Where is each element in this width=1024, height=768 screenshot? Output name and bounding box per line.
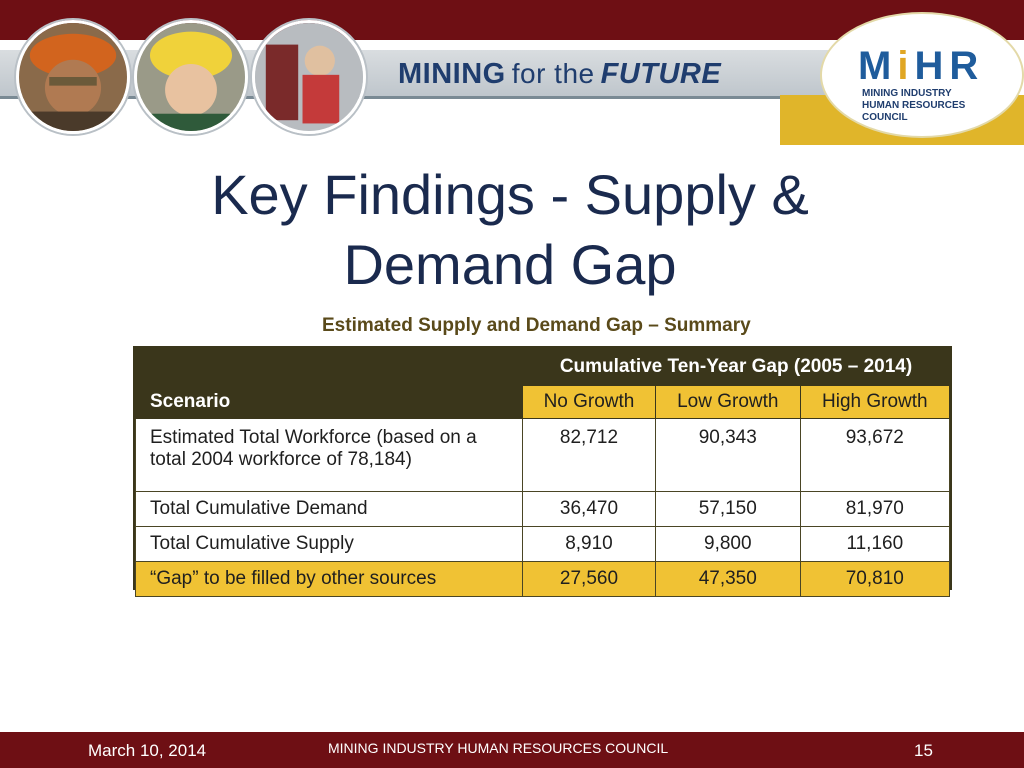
table-caption: Estimated Supply and Demand Gap – Summar… <box>322 315 751 336</box>
miner-photo-3-image <box>255 23 363 131</box>
column-header-low-growth: Low Growth <box>654 385 801 419</box>
row-label: “Gap” to be filled by other sources <box>135 561 523 597</box>
cell-value: 70,810 <box>799 561 951 597</box>
cell-value: 47,350 <box>654 561 801 597</box>
row-label: Total Cumulative Demand <box>135 491 523 527</box>
row-label: Estimated Total Workforce (based on a to… <box>135 418 523 492</box>
table-header-row-1: Cumulative Ten-Year Gap (2005 – 2014) <box>135 348 950 386</box>
tagline-part1: MINING <box>398 57 506 90</box>
cell-value: 90,343 <box>654 418 801 492</box>
table-row: Total Cumulative Supply 8,910 9,800 11,1… <box>135 526 951 562</box>
group-header: Cumulative Ten-Year Gap (2005 – 2014) <box>522 348 950 386</box>
cell-value: 27,560 <box>522 561 656 597</box>
slide-title-line1: Key Findings - Supply & <box>211 163 809 226</box>
footer-organization: MINING INDUSTRY HUMAN RESOURCES COUNCIL <box>328 740 669 756</box>
tagline-part2: for the <box>511 58 595 89</box>
logo-subtitle: Mining Industry Human Resources Council <box>862 88 1012 124</box>
table-header-row-2: Scenario No Growth Low Growth High Growt… <box>135 385 951 419</box>
tagline-part3: FUTURE <box>600 57 722 90</box>
table-row-gap: “Gap” to be filled by other sources 27,5… <box>135 561 951 597</box>
page-number: 15 <box>914 741 933 760</box>
footer-date: March 10, 2014 <box>88 741 207 760</box>
cell-value: 36,470 <box>522 491 656 527</box>
cell-value: 81,970 <box>799 491 951 527</box>
miner-photo-1-image <box>19 23 127 131</box>
row-label: Total Cumulative Supply <box>135 526 523 562</box>
miner-photo-1 <box>16 20 130 134</box>
miner-photo-3 <box>252 20 366 134</box>
slide-title-line2: Demand Gap <box>343 233 677 296</box>
cell-value: 82,712 <box>522 418 656 492</box>
header-empty-cell <box>135 348 523 386</box>
miner-photo-2-image <box>137 23 245 131</box>
cell-value: 93,672 <box>799 418 951 492</box>
logo-subtitle-line1: Mining Industry <box>862 88 952 99</box>
logo-letter-m: M <box>858 44 898 88</box>
tagline: MINING for the FUTURE <box>398 55 721 93</box>
miner-photo-2 <box>134 20 248 134</box>
cell-value: 8,910 <box>522 526 656 562</box>
cell-value: 9,800 <box>654 526 801 562</box>
footer-bar <box>0 732 1024 768</box>
column-header-no-growth: No Growth <box>522 385 656 419</box>
slide-title: Key Findings - Supply & Demand Gap <box>120 160 900 300</box>
logo-subtitle-line2: Human Resources Council <box>862 100 966 123</box>
mihr-logo <box>820 12 1024 138</box>
table-row: Estimated Total Workforce (based on a to… <box>135 418 951 492</box>
logo-letters-hr: HR <box>914 44 985 88</box>
table-row: Total Cumulative Demand 36,470 57,150 81… <box>135 491 951 527</box>
mihr-logo-letters: MiHR <box>858 44 1008 89</box>
scenario-header: Scenario <box>135 385 523 419</box>
cell-value: 57,150 <box>654 491 801 527</box>
logo-letter-i: i <box>897 44 915 88</box>
gap-summary-table: Cumulative Ten-Year Gap (2005 – 2014) Sc… <box>133 346 952 597</box>
cell-value: 11,160 <box>799 526 951 562</box>
column-header-high-growth: High Growth <box>799 385 951 419</box>
